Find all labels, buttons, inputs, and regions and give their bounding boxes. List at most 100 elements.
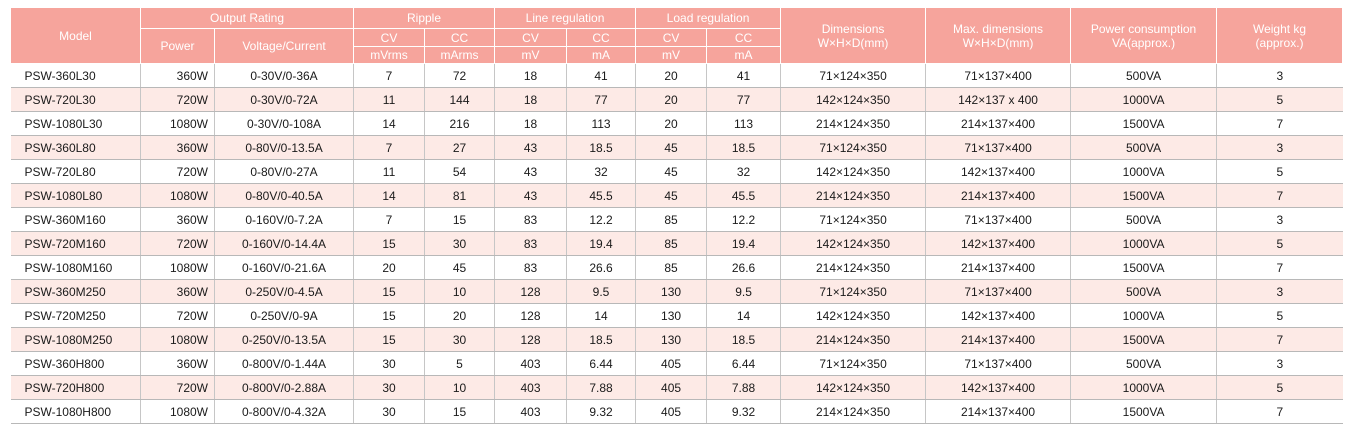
cell-weight: 5 (1216, 87, 1343, 112)
cell-model: PSW-1080L80 (10, 183, 141, 208)
cell-ripple-cv: 14 (353, 111, 426, 136)
cell-power-consumption: 500VA (1070, 279, 1218, 304)
cell-dimensions: 214×124×350 (780, 183, 927, 208)
cell-weight: 7 (1216, 255, 1343, 280)
cell-weight: 3 (1216, 279, 1343, 304)
cell-load-cv: 130 (635, 279, 708, 304)
cell-voltage-current: 0-800V/0-4.32A (214, 399, 355, 424)
cell-load-cv: 20 (635, 111, 708, 136)
cell-voltage-current: 0-250V/0-9A (214, 303, 355, 328)
cell-dimensions: 214×124×350 (780, 327, 927, 352)
header-line-cc: CC (566, 28, 637, 47)
cell-line-cc: 18.5 (566, 135, 637, 160)
header-weight: Weight kg (approx.) (1216, 7, 1344, 64)
cell-line-cc: 41 (566, 63, 637, 88)
cell-ripple-cc: 30 (424, 327, 496, 352)
cell-voltage-current: 0-80V/0-40.5A (214, 183, 355, 208)
cell-load-cc: 41 (706, 63, 782, 88)
header-ripple-cc: CC (424, 28, 496, 47)
cell-load-cc: 26.6 (706, 255, 782, 280)
header-power: Power (140, 28, 215, 64)
cell-voltage-current: 0-80V/0-13.5A (214, 135, 355, 160)
header-load-cc-unit: mA (706, 46, 782, 64)
table-row: PSW-720L80 720W 0-80V/0-27A 11 54 43 32 45 32 142… (10, 159, 1343, 184)
cell-voltage-current: 0-800V/0-1.44A (214, 351, 355, 376)
cell-weight: 7 (1216, 327, 1343, 352)
cell-ripple-cv: 7 (353, 135, 426, 160)
cell-weight: 5 (1216, 303, 1343, 328)
cell-dimensions: 71×124×350 (780, 279, 927, 304)
cell-line-cv: 403 (494, 399, 568, 424)
table-row: PSW-720M160 720W 0-160V/0-14.4A 15 30 83 19.4 8… (10, 231, 1343, 256)
cell-load-cv: 85 (635, 231, 708, 256)
cell-ripple-cc: 216 (424, 111, 496, 136)
cell-weight: 3 (1216, 207, 1343, 232)
cell-load-cc: 32 (706, 159, 782, 184)
cell-ripple-cv: 15 (353, 279, 426, 304)
cell-voltage-current: 0-160V/0-21.6A (214, 255, 355, 280)
cell-weight: 5 (1216, 231, 1343, 256)
header-load-regulation: Load regulation (635, 7, 782, 29)
cell-load-cv: 85 (635, 255, 708, 280)
cell-model: PSW-360M160 (10, 207, 141, 232)
header-power-consumption-title: Power consumption (1090, 21, 1197, 36)
cell-voltage-current: 0-250V/0-4.5A (214, 279, 355, 304)
cell-load-cc: 77 (706, 87, 782, 112)
cell-load-cv: 45 (635, 159, 708, 184)
cell-load-cv: 405 (635, 351, 708, 376)
table-row: PSW-360M160 360W 0-160V/0-7.2A 7 15 83 12.2 85 1… (10, 207, 1343, 232)
cell-power: 1080W (140, 183, 215, 208)
cell-line-cv: 403 (494, 375, 568, 400)
cell-load-cv: 130 (635, 303, 708, 328)
cell-ripple-cv: 20 (353, 255, 426, 280)
table-body: PSW-360L30 360W 0-30V/0-36A 7 72 18 41 20 41 71×1… (10, 63, 1343, 424)
cell-ripple-cv: 7 (353, 63, 426, 88)
cell-line-cc: 113 (566, 111, 637, 136)
cell-weight: 3 (1216, 63, 1343, 88)
header-ripple-cv-unit: mVrms (353, 46, 426, 64)
cell-model: PSW-720L80 (10, 159, 141, 184)
cell-power: 720W (140, 87, 215, 112)
cell-load-cc: 6.44 (706, 351, 782, 376)
cell-max-dimensions: 214×137×400 (925, 255, 1072, 280)
cell-line-cv: 18 (494, 87, 568, 112)
cell-max-dimensions: 142×137×400 (925, 375, 1072, 400)
spec-table: Model Output Rating Ripple Line regulati… (10, 7, 1344, 424)
cell-dimensions: 71×124×350 (780, 63, 927, 88)
cell-model: PSW-720H800 (10, 375, 141, 400)
cell-voltage-current: 0-250V/0-13.5A (214, 327, 355, 352)
cell-voltage-current: 0-160V/0-7.2A (214, 207, 355, 232)
cell-power-consumption: 1000VA (1070, 159, 1218, 184)
header-line-regulation: Line regulation (494, 7, 637, 29)
cell-power: 720W (140, 231, 215, 256)
header-load-cv: CV (635, 28, 708, 47)
cell-line-cv: 83 (494, 207, 568, 232)
cell-power: 360W (140, 63, 215, 88)
cell-line-cc: 26.6 (566, 255, 637, 280)
cell-line-cv: 43 (494, 135, 568, 160)
header-ripple: Ripple (353, 7, 496, 29)
cell-power: 720W (140, 375, 215, 400)
header-line-cc-unit: mA (566, 46, 637, 64)
header-ripple-cc-unit: mArms (424, 46, 496, 64)
cell-dimensions: 142×124×350 (780, 231, 927, 256)
table-row: PSW-1080L30 1080W 0-30V/0-108A 14 216 18 113 20… (10, 111, 1343, 136)
cell-power-consumption: 1000VA (1070, 303, 1218, 328)
cell-model: PSW-1080H800 (10, 399, 141, 424)
cell-max-dimensions: 71×137×400 (925, 351, 1072, 376)
cell-line-cv: 128 (494, 279, 568, 304)
cell-model: PSW-720L30 (10, 87, 141, 112)
cell-line-cv: 18 (494, 63, 568, 88)
cell-dimensions: 214×124×350 (780, 255, 927, 280)
table-row: PSW-720H800 720W 0-800V/0-2.88A 30 10 403 7.88… (10, 375, 1343, 400)
cell-line-cc: 7.88 (566, 375, 637, 400)
cell-load-cv: 20 (635, 63, 708, 88)
cell-model: PSW-1080M250 (10, 327, 141, 352)
cell-model: PSW-360L30 (10, 63, 141, 88)
cell-power-consumption: 1500VA (1070, 111, 1218, 136)
table-row: PSW-360L30 360W 0-30V/0-36A 7 72 18 41 20 41 71×1… (10, 63, 1343, 88)
cell-line-cc: 6.44 (566, 351, 637, 376)
cell-ripple-cv: 11 (353, 87, 426, 112)
cell-ripple-cv: 11 (353, 159, 426, 184)
cell-line-cv: 83 (494, 231, 568, 256)
